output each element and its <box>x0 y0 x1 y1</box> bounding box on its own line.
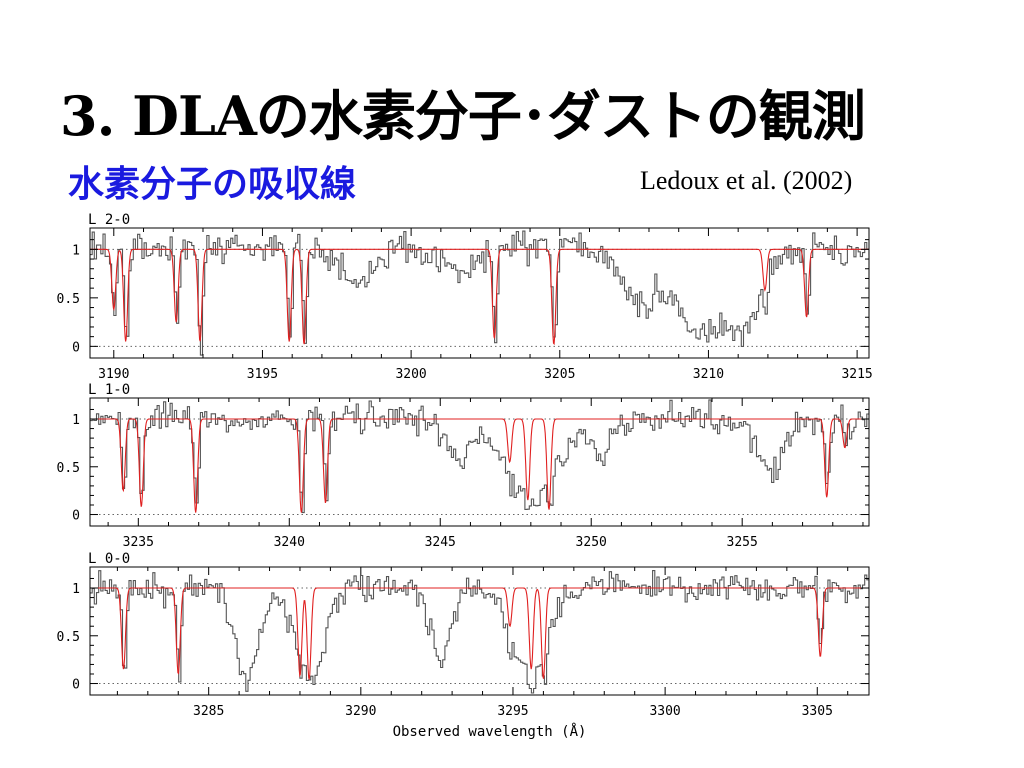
citation-text: Ledoux et al. (2002) <box>640 166 853 195</box>
observed-spectrum <box>90 230 869 356</box>
spectrum-panel: 0 0.5 1 3190 3195 3200 3205 3210 3215 L 2-0 <box>57 212 873 382</box>
model-profile <box>90 418 869 513</box>
x-tick-label: 3215 <box>841 367 872 382</box>
y-tick-label: 1 <box>72 243 80 258</box>
x-tick-label: 3240 <box>274 535 305 550</box>
slide-title: 3. DLAの水素分子･ダストの観測 <box>60 84 866 148</box>
slide-subtitle: 水素分子の吸収線 <box>68 164 357 205</box>
x-tick-label: 3210 <box>693 367 724 382</box>
panel-label: L 2-0 <box>88 212 130 228</box>
x-tick-label: 3285 <box>193 704 224 719</box>
model-profile <box>90 587 869 680</box>
x-tick-label: 3190 <box>98 367 129 382</box>
x-tick-label: 3290 <box>345 704 376 719</box>
x-tick-label: 3250 <box>576 535 607 550</box>
y-tick-label: 0.5 <box>57 461 80 476</box>
x-axis-label: Observed wavelength (Å) <box>393 723 587 740</box>
y-tick-label: 0 <box>72 509 80 524</box>
spectrum-panel: 0 0.5 1 3285 3290 3295 3300 3305 L 0-0 Observed w… <box>57 551 870 740</box>
observed-spectrum <box>90 399 869 514</box>
x-tick-label: 3195 <box>247 367 278 382</box>
y-tick-label: 0 <box>72 678 80 693</box>
observed-spectrum <box>90 570 869 694</box>
y-tick-label: 0.5 <box>57 292 80 307</box>
y-tick-label: 1 <box>72 582 80 597</box>
panel-frame <box>89 566 870 696</box>
x-tick-label: 3200 <box>395 367 426 382</box>
panel-label: L 0-0 <box>88 551 130 567</box>
panel-frame <box>89 227 870 359</box>
x-tick-label: 3205 <box>544 367 575 382</box>
spectrum-panel: 0 0.5 1 3235 3240 3245 3250 3255 L 1-0 <box>57 382 870 550</box>
panel-frame <box>89 397 870 527</box>
x-tick-label: 3305 <box>802 704 833 719</box>
y-tick-label: 0.5 <box>57 630 80 645</box>
x-tick-label: 3245 <box>425 535 456 550</box>
x-tick-label: 3295 <box>497 704 528 719</box>
model-profile <box>90 248 869 346</box>
panel-label: L 1-0 <box>88 382 130 398</box>
x-tick-label: 3255 <box>727 535 758 550</box>
x-tick-label: 3235 <box>123 535 154 550</box>
y-tick-label: 0 <box>72 340 80 355</box>
x-tick-label: 3300 <box>649 704 680 719</box>
y-tick-label: 1 <box>72 413 80 428</box>
